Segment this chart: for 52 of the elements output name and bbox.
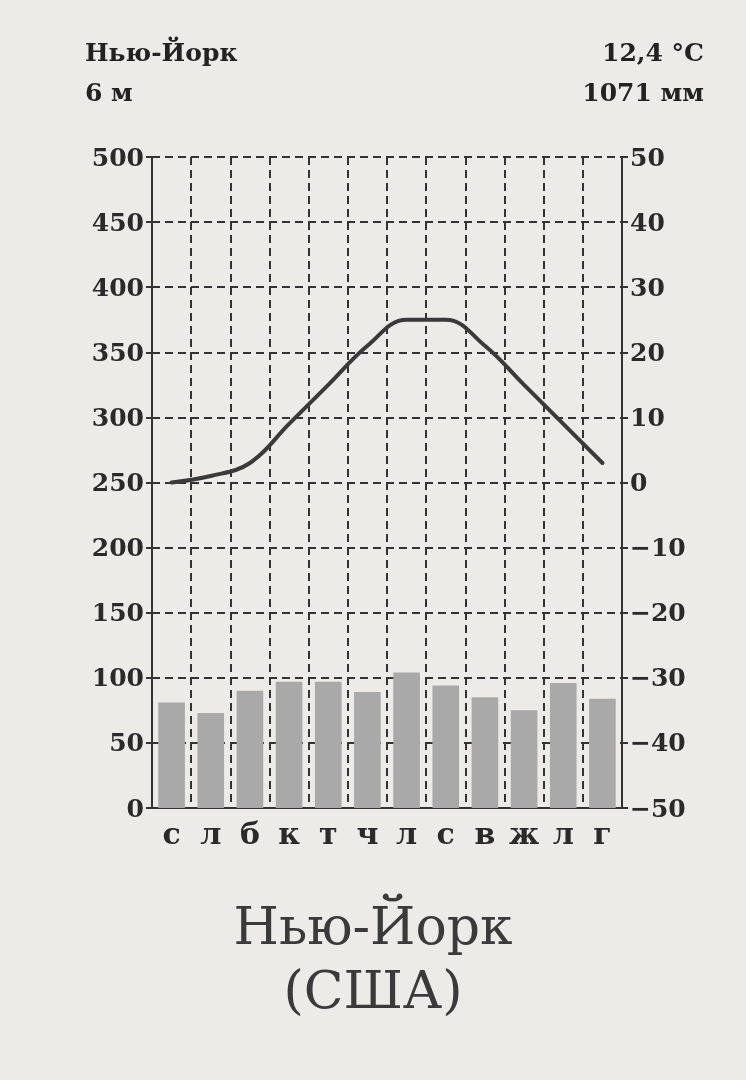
y2-tick-label: −40 bbox=[630, 728, 686, 758]
y-tick-label: 150 bbox=[91, 598, 144, 628]
bar bbox=[549, 683, 577, 808]
text: 6 м bbox=[85, 78, 133, 107]
y2-tick-label: 10 bbox=[630, 402, 665, 432]
bar bbox=[158, 702, 185, 808]
text: Нью-Йорк bbox=[85, 36, 238, 67]
x-tick-label: л bbox=[396, 815, 418, 851]
text: (США) bbox=[283, 960, 463, 1020]
bar bbox=[354, 692, 381, 808]
y2-tick-label: 20 bbox=[630, 337, 665, 367]
text: Нью-Йорк bbox=[233, 893, 513, 956]
y-tick-label: 100 bbox=[91, 663, 144, 693]
y2-tick-label: −50 bbox=[630, 793, 686, 823]
bar bbox=[510, 710, 538, 808]
x-tick-label: в bbox=[474, 815, 496, 851]
y-tick-label: 400 bbox=[91, 272, 144, 302]
y-tick-label: 450 bbox=[91, 207, 144, 237]
bar bbox=[471, 697, 499, 808]
y-tick-label: 300 bbox=[91, 402, 144, 432]
x-tick-label: б bbox=[239, 815, 260, 851]
x-tick-label: г bbox=[593, 815, 612, 851]
x-tick-label: л bbox=[200, 815, 222, 851]
y-tick-label: 350 bbox=[91, 337, 144, 367]
x-tick-label: л bbox=[552, 815, 574, 851]
x-tick-label: т bbox=[318, 815, 338, 851]
x-tick-label: к bbox=[278, 815, 301, 851]
y2-tick-label: −10 bbox=[630, 533, 686, 563]
y2-tick-label: 40 bbox=[630, 207, 665, 237]
x-tick-label: с bbox=[162, 815, 181, 851]
bar bbox=[236, 690, 264, 808]
y-tick-label: 500 bbox=[91, 142, 144, 172]
y-tick-label: 200 bbox=[91, 533, 144, 563]
y-tick-label: 0 bbox=[126, 793, 144, 823]
bar bbox=[432, 685, 460, 808]
x-tick-label: с bbox=[436, 815, 455, 851]
y-tick-label: 250 bbox=[91, 468, 144, 497]
y2-tick-label: −20 bbox=[630, 598, 686, 628]
y2-tick-label: −30 bbox=[630, 663, 686, 693]
text: 12,4 °C bbox=[602, 38, 705, 67]
x-tick-label: ж bbox=[508, 815, 540, 851]
bar bbox=[589, 698, 616, 808]
bar bbox=[314, 681, 342, 808]
bar bbox=[197, 712, 225, 808]
y2-tick-label: 0 bbox=[630, 468, 648, 497]
y-tick-label: 50 bbox=[109, 728, 144, 758]
y2-tick-label: 50 bbox=[630, 142, 665, 172]
bar bbox=[393, 672, 420, 808]
bar bbox=[275, 681, 303, 808]
x-tick-label: ч bbox=[356, 815, 379, 851]
text: 1071 мм bbox=[582, 78, 704, 107]
y2-tick-label: 30 bbox=[630, 272, 665, 302]
